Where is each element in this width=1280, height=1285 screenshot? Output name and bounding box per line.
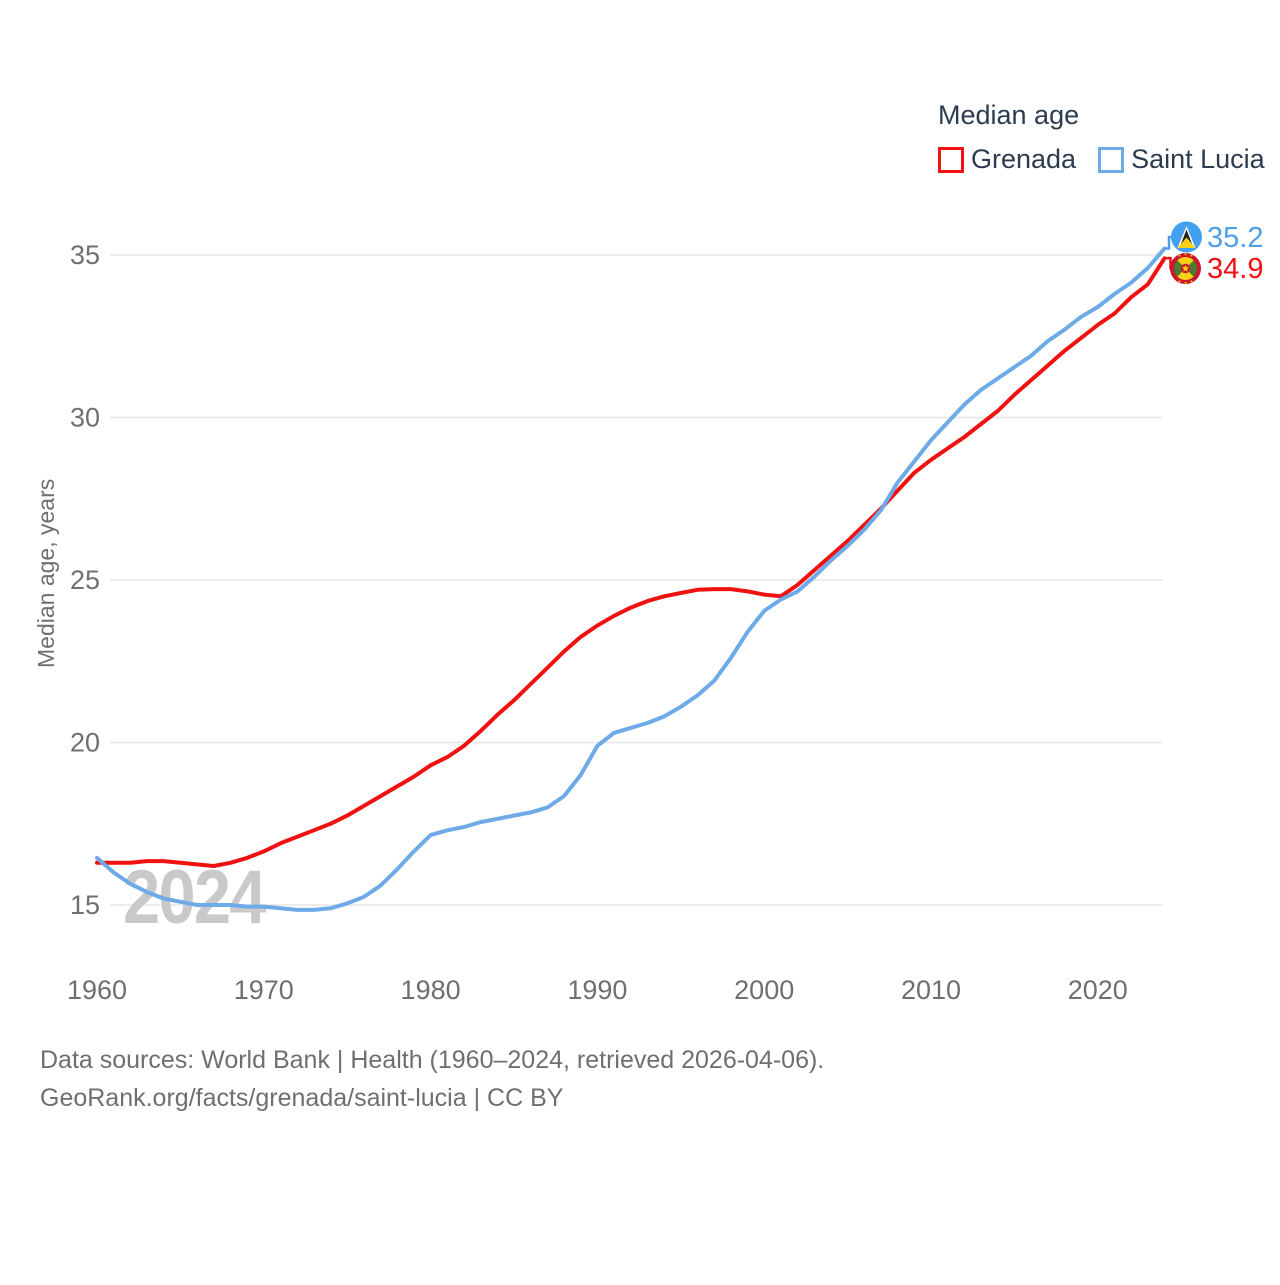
grenada-swatch-icon — [938, 146, 964, 173]
x-tick-label: 2000 — [734, 975, 794, 1005]
x-tick-label: 2020 — [1068, 975, 1128, 1005]
series-lines — [95, 246, 1167, 912]
x-tick-label: 1970 — [234, 975, 294, 1005]
legend-item-saint-lucia[interactable]: Saint Lucia — [1098, 144, 1265, 175]
watermark: 2024 — [123, 855, 267, 940]
data-sources-line1: Data sources: World Bank | Health (1960–… — [40, 1046, 825, 1074]
y-tick-label: 35 — [70, 240, 100, 270]
legend-title: Median age — [938, 100, 1080, 130]
x-tick-label: 2010 — [901, 975, 961, 1005]
x-axis-tick-labels: 1960 1970 1980 1990 2000 2010 2020 — [67, 975, 1128, 1005]
x-tick-label: 1990 — [567, 975, 627, 1005]
saint-lucia-end-value: 35.2 — [1207, 222, 1263, 254]
saint-lucia-flag-icon — [1171, 221, 1202, 253]
legend-label-saint-lucia: Saint Lucia — [1131, 144, 1265, 174]
grenada-flag-icon — [1170, 253, 1201, 284]
y-tick-label: 15 — [70, 890, 100, 920]
saint-lucia-line[interactable] — [95, 246, 1167, 912]
x-tick-label: 1960 — [67, 975, 127, 1005]
y-tick-label: 20 — [70, 728, 100, 758]
grenada-line[interactable] — [95, 256, 1167, 868]
legend-row: Grenada Saint Lucia — [938, 144, 1265, 175]
y-axis-tick-labels: 15 20 25 30 35 — [70, 240, 100, 920]
y-tick-label: 30 — [70, 403, 100, 433]
gridlines — [110, 254, 1163, 906]
y-axis-title: Median age, years — [33, 478, 59, 668]
grenada-end-value: 34.9 — [1207, 253, 1263, 285]
saint-lucia-label-connector — [1164, 235, 1172, 250]
legend-label-grenada: Grenada — [971, 144, 1077, 174]
legend: Median age Grenada Saint Lucia — [938, 100, 1265, 175]
saint-lucia-swatch-icon — [1098, 146, 1125, 173]
y-tick-label: 25 — [70, 565, 100, 595]
x-tick-label: 1980 — [401, 975, 461, 1005]
data-sources-line2: GeoRank.org/facts/grenada/saint-lucia | … — [40, 1084, 564, 1112]
legend-item-grenada[interactable]: Grenada — [938, 144, 1076, 175]
data-sources: Data sources: World Bank | Health (1960–… — [40, 1041, 824, 1117]
